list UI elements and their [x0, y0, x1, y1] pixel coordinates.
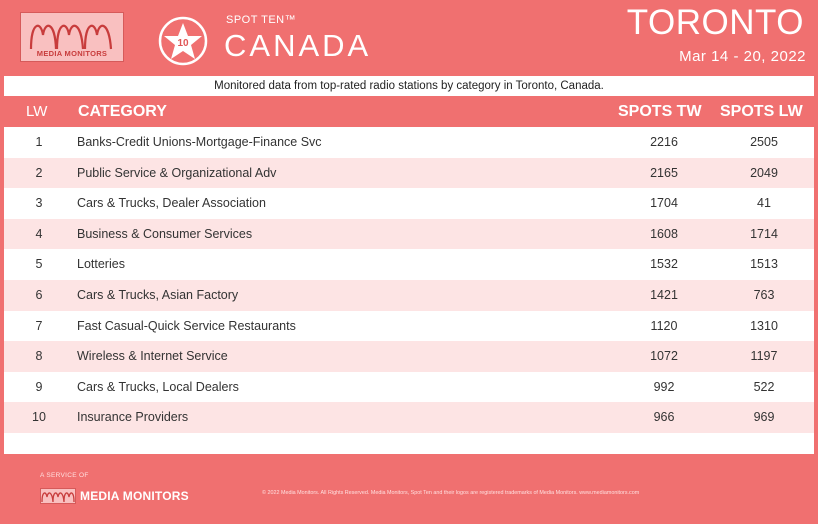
cell-spots-lw: 2505 — [750, 135, 778, 149]
cell-lw: 7 — [35, 318, 43, 333]
col-header-spots-lw: SPOTS LW — [720, 103, 803, 120]
col-header-lw: LW — [26, 103, 48, 120]
cell-category: Wireless & Internet Service — [77, 349, 228, 364]
table-row: 7 Fast Casual-Quick Service Restaurants … — [4, 311, 814, 342]
badge-number: 10 — [177, 38, 189, 49]
media-monitors-logo: MEDIA MONITORS — [20, 12, 124, 62]
cell-spots-lw: 2049 — [750, 165, 778, 180]
cell-spots-lw: 763 — [753, 287, 775, 302]
cell-spots-lw: 1714 — [750, 226, 778, 241]
spot-ten-label: SPOT TEN™ — [226, 14, 297, 26]
cell-category: Cars & Trucks, Local Dealers — [77, 379, 239, 394]
col-header-spots-tw: SPOTS TW — [618, 103, 702, 120]
service-of-label: A SERVICE OF — [40, 472, 89, 479]
logo-text: MEDIA MONITORS — [36, 49, 108, 58]
cell-category: Lotteries — [77, 257, 125, 272]
table-header: LW CATEGORY SPOTS TW SPOTS LW — [4, 96, 814, 127]
footer-mm-icon — [40, 488, 76, 504]
cell-spots-tw: 966 — [653, 410, 675, 425]
table-row: 1 Banks-Credit Unions-Mortgage-Finance S… — [4, 127, 814, 158]
table-row: 5 Lotteries 1532 1513 — [4, 249, 814, 280]
table-panel: Monitored data from top-rated radio stat… — [4, 76, 814, 454]
footer-logo-text: MEDIA MONITORS — [80, 489, 189, 503]
cell-spots-tw: 992 — [653, 379, 675, 394]
cell-lw: 2 — [35, 165, 43, 180]
spot-ten-star-icon: 10 — [158, 16, 208, 66]
cell-lw: 8 — [35, 349, 43, 364]
cell-spots-lw: 522 — [753, 379, 775, 394]
table-row: 6 Cars & Trucks, Asian Factory 1421 763 — [4, 279, 814, 311]
cell-spots-tw: 1120 — [650, 318, 678, 333]
cell-spots-lw: 41 — [757, 196, 771, 211]
cell-category: Banks-Credit Unions-Mortgage-Finance Svc — [77, 135, 322, 149]
cell-lw: 10 — [32, 410, 46, 425]
cell-lw: 9 — [35, 379, 43, 394]
table-row: 9 Cars & Trucks, Local Dealers 992 522 — [4, 372, 814, 403]
footer-logo: MEDIA MONITORS — [40, 487, 189, 505]
cell-category: Fast Casual-Quick Service Restaurants — [77, 318, 296, 333]
cell-spots-lw: 969 — [753, 410, 775, 425]
subtitle: Monitored data from top-rated radio stat… — [214, 80, 604, 92]
table-row: 10 Insurance Providers 966 969 — [4, 402, 814, 433]
cell-lw: 1 — [35, 135, 43, 149]
cell-category: Cars & Trucks, Dealer Association — [77, 196, 266, 211]
mm-wave-icon — [29, 24, 113, 50]
cell-spots-tw: 1608 — [650, 226, 678, 241]
cell-lw: 4 — [35, 226, 43, 241]
cell-spots-tw: 2216 — [650, 135, 678, 149]
cell-spots-lw: 1310 — [750, 318, 778, 333]
table-row: 3 Cars & Trucks, Dealer Association 1704… — [4, 188, 814, 219]
table-body: 1 Banks-Credit Unions-Mortgage-Finance S… — [4, 127, 814, 433]
cell-spots-tw: 1072 — [650, 349, 678, 364]
footer: A SERVICE OF MEDIA MONITORS © 2022 Media… — [0, 454, 818, 524]
table-row: 4 Business & Consumer Services 1608 1714 — [4, 218, 814, 250]
date-range: Mar 14 - 20, 2022 — [679, 48, 806, 65]
table-row: 8 Wireless & Internet Service 1072 1197 — [4, 341, 814, 372]
cell-spots-lw: 1197 — [750, 349, 778, 364]
cell-category: Public Service & Organizational Adv — [77, 165, 277, 180]
cell-category: Insurance Providers — [77, 410, 189, 425]
cell-spots-tw: 1532 — [650, 257, 678, 272]
cell-lw: 5 — [35, 257, 43, 272]
cell-lw: 3 — [35, 196, 43, 211]
col-header-category: CATEGORY — [78, 103, 167, 120]
cell-lw: 6 — [35, 287, 43, 302]
city-title: TORONTO — [626, 3, 804, 42]
cell-spots-lw: 1513 — [750, 257, 778, 272]
cell-spots-tw: 1704 — [650, 196, 678, 211]
cell-spots-tw: 1421 — [650, 287, 678, 302]
cell-spots-tw: 2165 — [650, 165, 678, 180]
country-title: CANADA — [224, 28, 372, 63]
table-row: 2 Public Service & Organizational Adv 21… — [4, 157, 814, 189]
cell-category: Cars & Trucks, Asian Factory — [77, 287, 239, 302]
copyright-text: © 2022 Media Monitors. All Rights Reserv… — [262, 490, 640, 496]
cell-category: Business & Consumer Services — [77, 226, 253, 241]
